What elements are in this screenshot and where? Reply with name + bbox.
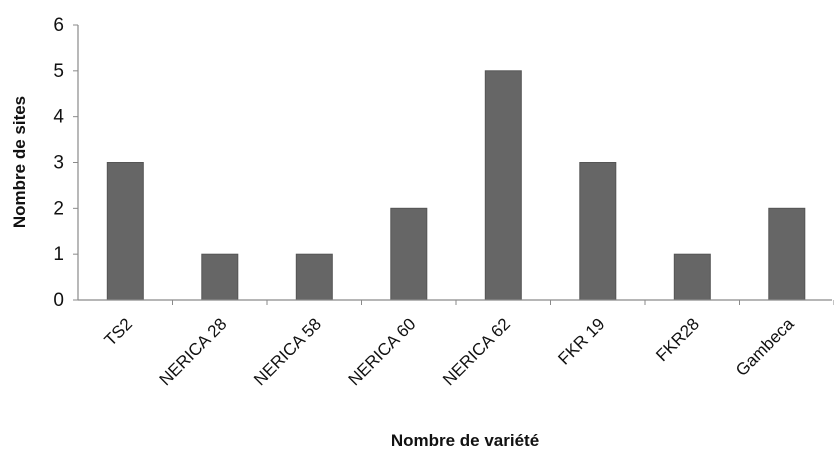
x-tick-label-6: FKR28: [652, 314, 703, 365]
axes-layer: [73, 24, 834, 305]
x-tick-label-4: NERICA 62: [439, 314, 514, 389]
x-axis-title: Nombre de variété: [391, 431, 539, 450]
y-tick-label-3: 3: [53, 153, 64, 174]
bar-3: [390, 207, 428, 301]
y-tick-label-4: 4: [53, 107, 64, 128]
bars-layer: [106, 70, 806, 301]
y-tick-label-2: 2: [53, 198, 64, 219]
x-tick-label-2: NERICA 58: [250, 314, 325, 389]
x-tick-label-1: NERICA 28: [156, 314, 231, 389]
y-axis-title: Nombre de sites: [10, 96, 29, 228]
x-tick-label-3: NERICA 60: [345, 314, 420, 389]
y-tick-label-1: 1: [53, 244, 64, 265]
x-tick-label-5: FKR 19: [554, 314, 608, 368]
bar-7: [768, 207, 806, 301]
y-tick-label-5: 5: [53, 61, 64, 82]
bar-0: [106, 162, 144, 301]
bar-2: [295, 253, 333, 301]
x-tick-label-0: TS2: [101, 314, 136, 349]
bar-1: [201, 253, 239, 301]
labels-layer: 0 1 2 3 4 5 6 TS2 NERICA 28 NERICA 58 NERICA 60 NER…: [53, 15, 798, 389]
bar-4: [484, 70, 522, 301]
y-tick-label-6: 6: [53, 15, 64, 36]
bar-5: [579, 162, 617, 301]
bar-6: [673, 253, 711, 301]
x-tick-label-7: Gambeca: [732, 314, 798, 380]
y-tick-label-0: 0: [53, 290, 64, 311]
